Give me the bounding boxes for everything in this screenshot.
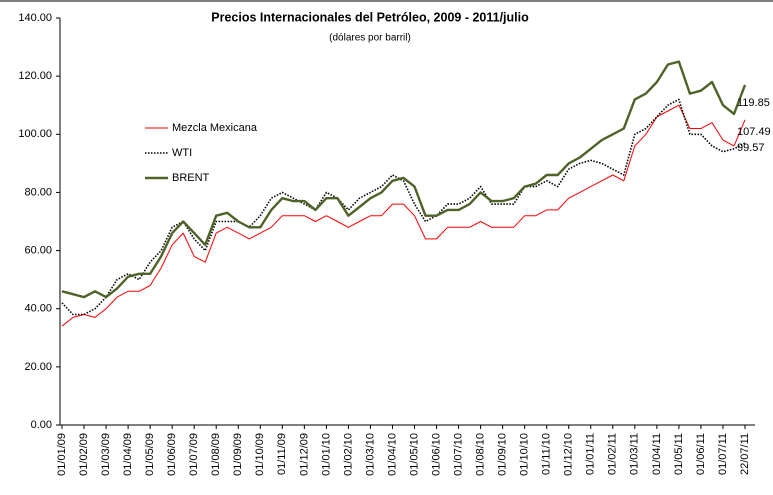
y-tick-label: 120.00 bbox=[18, 70, 52, 82]
chart-subtitle: (dólares por barril) bbox=[329, 33, 411, 44]
x-tick-label: 01/09/09 bbox=[232, 433, 244, 476]
x-tick-label: 22/07/11 bbox=[739, 433, 751, 475]
x-tick-label: 01/05/10 bbox=[408, 433, 420, 476]
x-tick-label: 01/11/09 bbox=[276, 433, 288, 475]
x-tick-label: 01/07/10 bbox=[452, 433, 464, 476]
x-tick-label: 01/03/09 bbox=[100, 433, 112, 476]
x-tick-label: 01/01/10 bbox=[320, 433, 332, 476]
end-annotation: 119.85 bbox=[737, 97, 770, 109]
y-tick-label: 100.00 bbox=[18, 128, 52, 140]
y-tick-label: 0.00 bbox=[31, 419, 52, 431]
x-tick-label: 01/05/09 bbox=[144, 433, 156, 476]
x-tick-label: 01/08/09 bbox=[210, 433, 222, 476]
x-tick-label: 01/02/10 bbox=[342, 433, 354, 476]
y-tick-label: 20.00 bbox=[24, 361, 52, 373]
x-tick-label: 01/05/11 bbox=[673, 433, 685, 475]
y-tick-label: 140.00 bbox=[18, 12, 52, 24]
x-tick-label: 01/04/10 bbox=[386, 433, 398, 476]
x-tick-label: 01/12/10 bbox=[563, 433, 575, 476]
y-tick-label: 60.00 bbox=[24, 244, 52, 256]
x-tick-label: 01/12/09 bbox=[298, 433, 310, 476]
x-tick-label: 01/02/09 bbox=[78, 433, 90, 476]
x-tick-label: 01/03/10 bbox=[364, 433, 376, 476]
x-tick-label: 01/10/10 bbox=[519, 433, 531, 476]
line-series bbox=[61, 98, 746, 316]
chart-title: Precios Internacionales del Petróleo, 20… bbox=[211, 10, 529, 24]
x-tick-label: 01/01/09 bbox=[56, 433, 68, 476]
x-tick-label: 01/03/11 bbox=[629, 433, 641, 475]
x-tick-label: 01/02/11 bbox=[607, 433, 619, 475]
x-tick-label: 01/07/09 bbox=[188, 433, 200, 476]
line-series bbox=[61, 60, 747, 299]
legend-label: WTI bbox=[172, 147, 192, 159]
x-tick-label: 01/06/09 bbox=[166, 433, 178, 476]
x-tick-label: 01/10/09 bbox=[254, 433, 266, 476]
x-tick-label: 01/06/10 bbox=[430, 433, 442, 476]
x-tick-label: 01/04/09 bbox=[122, 433, 134, 476]
y-tick-label: 80.00 bbox=[24, 186, 52, 198]
end-annotation: 99.57 bbox=[737, 142, 765, 154]
end-annotation: 107.49 bbox=[737, 126, 771, 138]
x-tick-label: 01/08/10 bbox=[475, 433, 487, 476]
line-series bbox=[61, 104, 746, 327]
x-tick-label: 01/01/11 bbox=[585, 433, 597, 475]
legend-label: BRENT bbox=[172, 172, 210, 184]
x-tick-label: 01/04/11 bbox=[651, 433, 663, 475]
x-tick-label: 01/07/11 bbox=[717, 433, 729, 475]
x-tick-label: 01/09/10 bbox=[497, 433, 509, 476]
x-tick-label: 01/11/10 bbox=[541, 433, 553, 475]
y-tick-label: 40.00 bbox=[24, 303, 52, 315]
x-tick-label: 01/06/11 bbox=[695, 433, 707, 475]
legend-label: Mezcla Mexicana bbox=[172, 122, 258, 134]
